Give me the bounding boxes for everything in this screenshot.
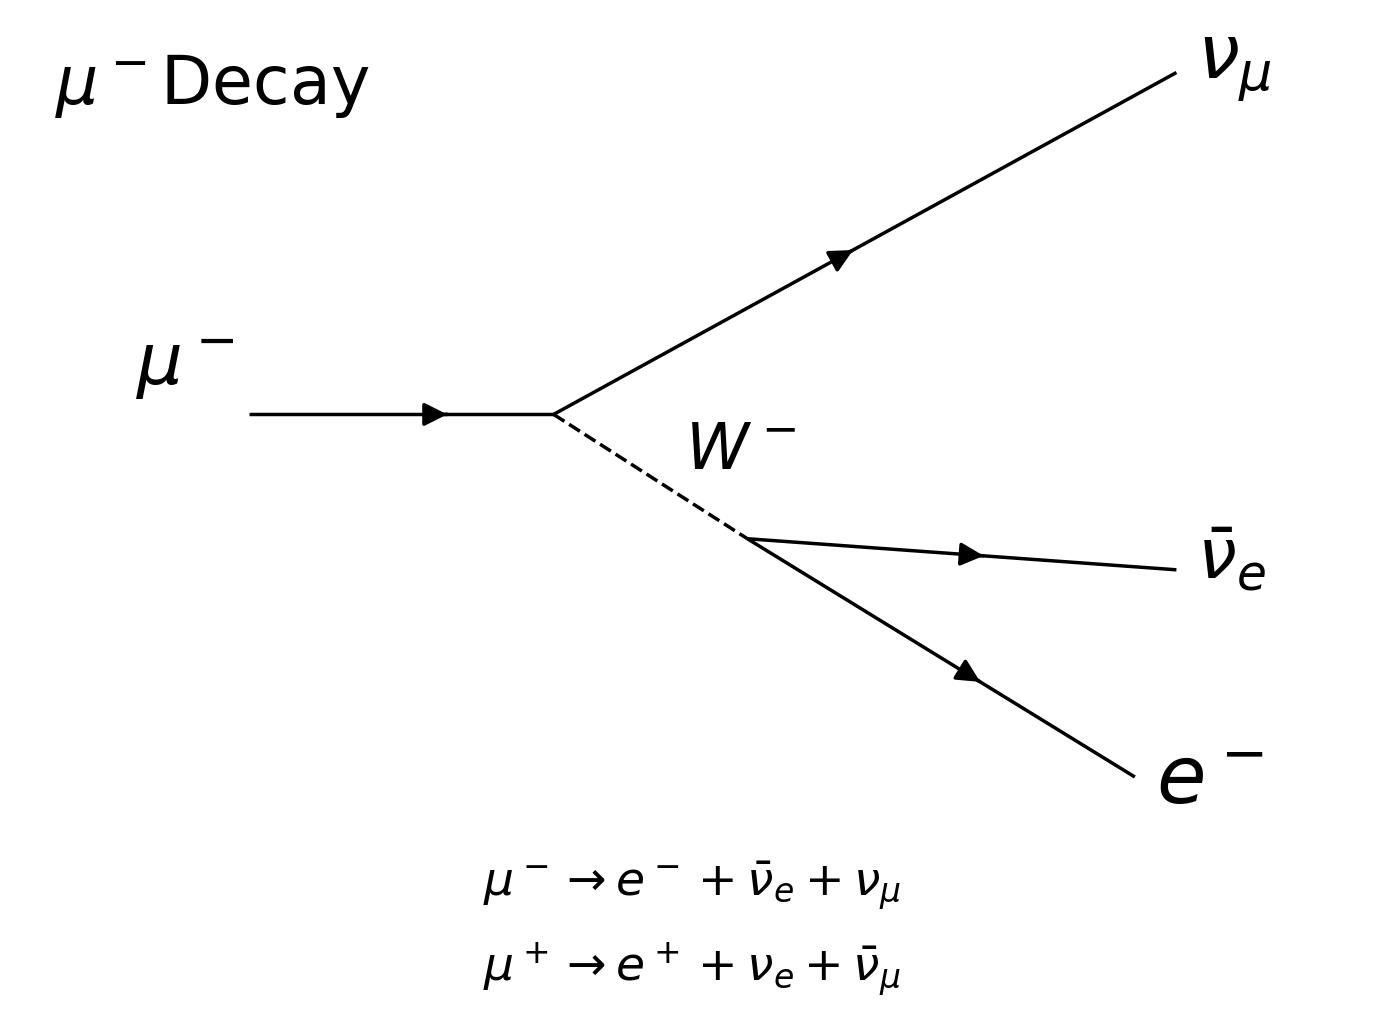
Text: $\mu^- \rightarrow e^- + \bar{\nu}_e + \nu_{\mu}$: $\mu^- \rightarrow e^- + \bar{\nu}_e + \… [483, 859, 901, 913]
Text: $e^-$: $e^-$ [1156, 743, 1264, 822]
Text: $\mu^+ \rightarrow e^+ + \nu_e + \bar{\nu}_{\mu}$: $\mu^+ \rightarrow e^+ + \nu_e + \bar{\n… [483, 940, 901, 998]
Text: $\nu_{\mu}$: $\nu_{\mu}$ [1197, 31, 1272, 104]
Text: $\mu^-$: $\mu^-$ [137, 334, 235, 402]
Text: $W^-$: $W^-$ [685, 420, 796, 482]
Text: $\mu^-$Decay: $\mu^-$Decay [55, 52, 370, 120]
Text: $\bar{\nu}_{e}$: $\bar{\nu}_{e}$ [1197, 525, 1266, 594]
